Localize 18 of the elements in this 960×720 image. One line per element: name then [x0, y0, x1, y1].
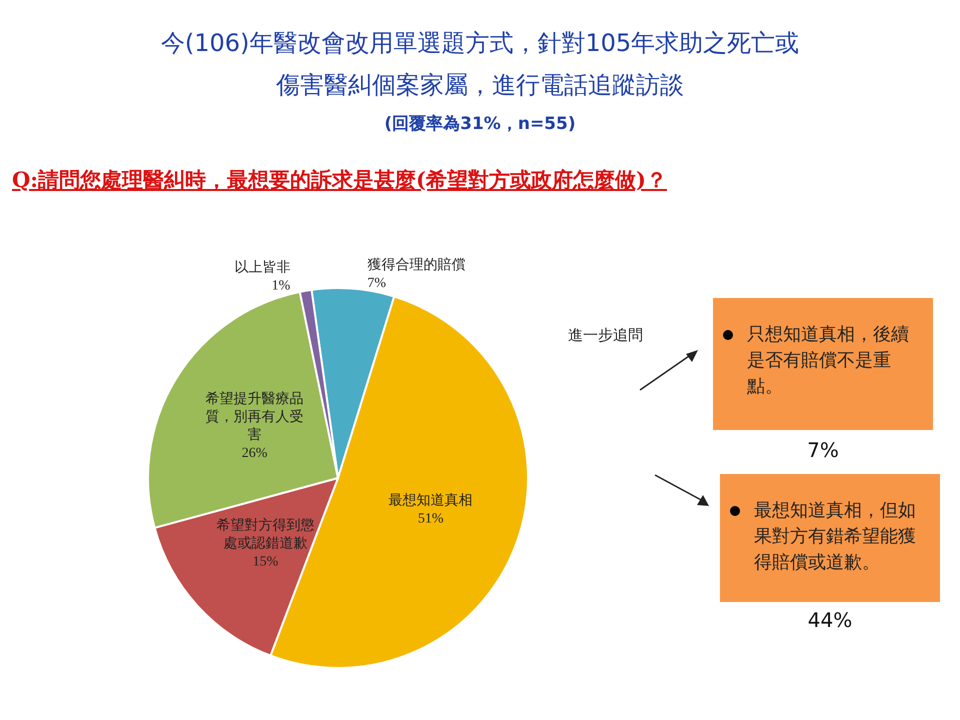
chart-title: 今(106)年醫改會改用單選題方式，針對105年求助之死亡或傷害醫糾個案家屬，進行電話追蹤訪談 — [160, 28, 800, 101]
text: Q:請問您處理醫糾時，最想要的訴求是甚麼(希望對方或政府怎麼做)？ — [12, 166, 667, 194]
slice-label: 希望提升醫療品質，別再有人受害 — [206, 391, 304, 444]
slice-label: 獲得合理的賠償 — [367, 257, 466, 274]
slice-label: 希望對方得到懲處或認錯道歉 — [216, 517, 314, 552]
text: 進一步追問 — [568, 326, 643, 345]
slice-label: 最想知道真相 — [388, 492, 473, 508]
data-label: 51% — [418, 511, 444, 526]
text: 只想知道真相，後續是否有賠償不是重點。 — [713, 298, 933, 430]
slice-label: 以上皆非 — [234, 259, 290, 276]
data-label: 1% — [272, 278, 291, 294]
text: 44% — [806, 608, 854, 632]
data-label: 26% — [242, 446, 268, 462]
data-label: 15% — [252, 554, 279, 570]
data-label: 7% — [367, 276, 386, 292]
chart-subtitle: (回覆率為31%，n=55) — [383, 113, 577, 135]
text: 最想知道真相，但如果對方有錯希望能獲得賠償或道歉。 — [720, 474, 940, 602]
text: 7% — [806, 438, 840, 462]
